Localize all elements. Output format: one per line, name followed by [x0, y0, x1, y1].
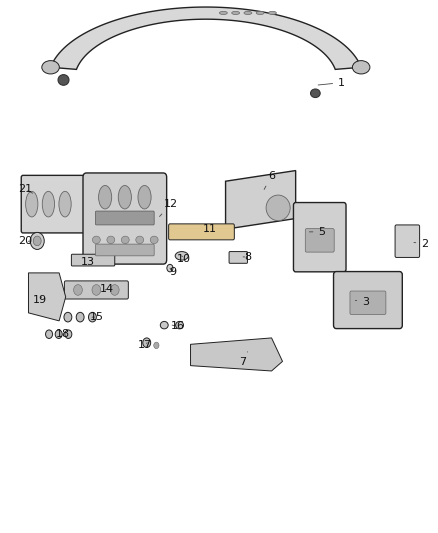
Text: 8: 8 [243, 252, 251, 262]
Text: 1: 1 [318, 78, 345, 87]
Text: 12: 12 [159, 199, 178, 216]
Text: 13: 13 [81, 257, 95, 266]
FancyBboxPatch shape [64, 281, 128, 299]
Text: 5: 5 [309, 227, 325, 237]
Ellipse shape [176, 321, 184, 329]
Text: 2: 2 [414, 239, 428, 248]
Ellipse shape [353, 61, 370, 74]
FancyBboxPatch shape [83, 173, 166, 264]
Ellipse shape [268, 11, 276, 14]
Ellipse shape [64, 312, 72, 322]
Ellipse shape [150, 236, 158, 244]
Ellipse shape [74, 285, 82, 295]
Text: 18: 18 [53, 329, 70, 339]
Ellipse shape [99, 185, 112, 209]
Ellipse shape [42, 61, 59, 74]
Polygon shape [191, 338, 283, 371]
FancyBboxPatch shape [395, 225, 420, 257]
FancyBboxPatch shape [71, 254, 115, 266]
Text: 6: 6 [264, 171, 275, 189]
Ellipse shape [30, 232, 44, 249]
Ellipse shape [244, 11, 252, 14]
FancyBboxPatch shape [305, 229, 334, 252]
FancyBboxPatch shape [169, 224, 234, 240]
Text: 9: 9 [170, 268, 177, 277]
Text: 11: 11 [202, 224, 216, 234]
Text: 3: 3 [355, 297, 369, 306]
Ellipse shape [219, 11, 227, 14]
Ellipse shape [58, 75, 69, 85]
Ellipse shape [311, 89, 320, 98]
Polygon shape [28, 273, 66, 321]
Ellipse shape [76, 312, 84, 322]
Ellipse shape [88, 312, 96, 322]
Ellipse shape [55, 330, 62, 338]
Text: 15: 15 [90, 312, 104, 322]
Ellipse shape [59, 191, 71, 217]
Ellipse shape [232, 11, 240, 14]
FancyBboxPatch shape [95, 244, 154, 256]
Ellipse shape [25, 191, 38, 217]
Ellipse shape [143, 338, 151, 348]
Ellipse shape [154, 342, 159, 349]
Ellipse shape [107, 236, 115, 244]
FancyBboxPatch shape [350, 291, 386, 314]
Ellipse shape [92, 285, 101, 295]
Text: 17: 17 [138, 341, 152, 350]
Text: 20: 20 [18, 237, 32, 246]
Ellipse shape [175, 252, 188, 260]
Ellipse shape [33, 236, 41, 246]
Ellipse shape [46, 330, 53, 338]
Ellipse shape [42, 191, 55, 217]
FancyBboxPatch shape [95, 211, 154, 225]
Ellipse shape [256, 11, 264, 14]
Text: 7: 7 [240, 352, 247, 367]
FancyBboxPatch shape [229, 252, 247, 263]
Text: 21: 21 [18, 184, 32, 194]
Ellipse shape [110, 285, 119, 295]
Text: 19: 19 [32, 295, 46, 305]
FancyBboxPatch shape [334, 271, 402, 328]
Ellipse shape [92, 236, 100, 244]
Ellipse shape [167, 264, 173, 272]
Ellipse shape [136, 236, 144, 244]
Ellipse shape [121, 236, 129, 244]
Ellipse shape [266, 195, 290, 221]
Ellipse shape [138, 185, 151, 209]
Ellipse shape [160, 321, 168, 329]
Ellipse shape [118, 185, 131, 209]
Text: 14: 14 [99, 285, 113, 294]
Polygon shape [50, 7, 361, 69]
FancyBboxPatch shape [293, 203, 346, 272]
Ellipse shape [65, 330, 72, 338]
Text: 10: 10 [177, 254, 191, 264]
Polygon shape [226, 171, 296, 229]
Text: 16: 16 [170, 321, 184, 331]
FancyBboxPatch shape [21, 175, 93, 233]
